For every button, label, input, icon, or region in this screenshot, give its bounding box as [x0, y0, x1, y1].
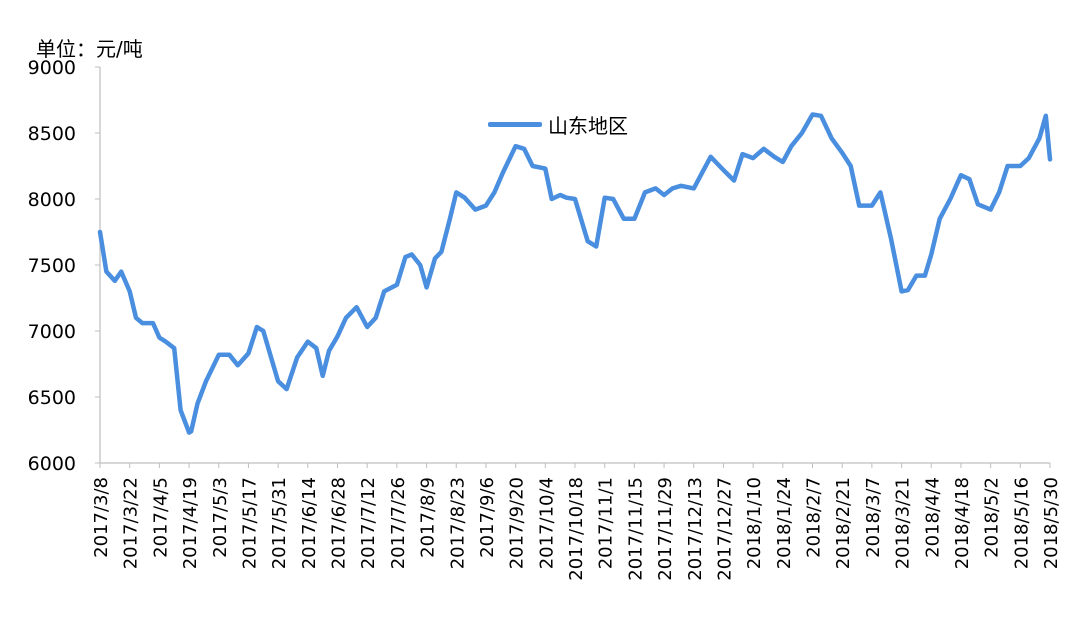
x-tick-label: 2017/4/5 [150, 477, 171, 558]
x-tick-label: 2017/5/31 [269, 477, 290, 569]
x-tick-label: 2018/2/7 [804, 477, 825, 558]
x-tick-label: 2018/4/18 [952, 477, 973, 569]
x-tick-label: 2018/5/30 [1041, 477, 1062, 569]
y-tick-label: 6500 [28, 387, 76, 409]
legend-swatch [488, 122, 542, 127]
x-tick-label: 2018/4/4 [922, 477, 943, 558]
x-tick-label: 2017/11/29 [655, 477, 676, 581]
y-tick-label: 7500 [28, 255, 76, 277]
x-tick-label: 2017/4/19 [180, 477, 201, 569]
x-tick-label: 2017/12/27 [714, 477, 735, 581]
x-tick-label: 2017/6/28 [329, 477, 350, 569]
x-tick-label: 2017/5/17 [239, 477, 260, 569]
x-tick-labels: 2017/3/8 2017/3/22 2017/4/5 2017/4/19 2017/5… [91, 463, 1062, 581]
y-tick-label: 7000 [28, 321, 76, 343]
x-tick-label: 2017/7/12 [358, 477, 379, 569]
series-line [97, 112, 1053, 435]
x-tick-label: 2017/9/20 [507, 477, 528, 569]
y-tick-label: 8500 [28, 123, 76, 145]
y-tick-labels: 6000 6500 7000 7500 8000 8500 9000 [28, 57, 100, 475]
x-tick-label: 2017/10/4 [536, 477, 557, 569]
x-tick-label: 2017/9/6 [477, 477, 498, 558]
x-tick-label: 2018/1/10 [744, 477, 765, 569]
x-tick-label: 2018/3/7 [863, 477, 884, 558]
x-tick-label: 2018/2/21 [833, 477, 854, 569]
x-tick-label: 2017/3/22 [121, 477, 142, 569]
x-tick-label: 2017/5/3 [210, 477, 231, 558]
y-tick-label: 6000 [28, 453, 76, 475]
x-tick-label: 2017/7/26 [388, 477, 409, 569]
x-tick-label: 2018/5/2 [982, 477, 1003, 558]
unit-label: 单位：元/吨 [36, 37, 143, 61]
legend: 山东地区 [488, 110, 628, 139]
x-tick-label: 2017/11/15 [625, 477, 646, 581]
series-lines [97, 112, 1053, 435]
x-tick-label: 2017/11/1 [596, 477, 617, 569]
x-tick-label: 2018/5/16 [1011, 477, 1032, 569]
legend-label: 山东地区 [548, 114, 628, 138]
x-tick-label: 2018/1/24 [774, 477, 795, 569]
x-tick-label: 2017/3/8 [91, 477, 112, 558]
x-tick-label: 2018/3/21 [893, 477, 914, 569]
x-tick-label: 2017/8/9 [418, 477, 439, 558]
x-tick-label: 2017/6/14 [299, 477, 320, 569]
y-tick-label: 9000 [28, 57, 76, 79]
x-tick-label: 2017/10/18 [566, 477, 587, 581]
x-tick-label: 2017/12/13 [685, 477, 706, 581]
x-tick-label: 2017/8/23 [447, 477, 468, 569]
y-tick-label: 8000 [28, 189, 76, 211]
